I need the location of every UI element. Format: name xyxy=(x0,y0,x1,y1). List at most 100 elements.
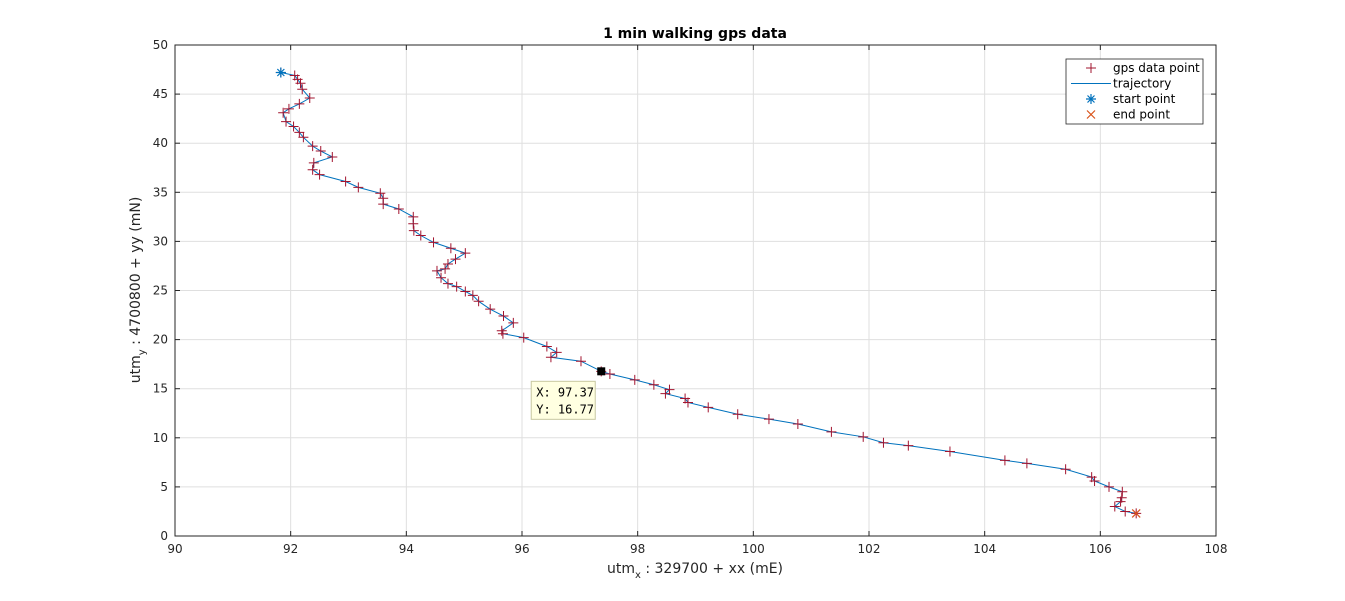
end-point xyxy=(1131,508,1141,518)
legend-label: end point xyxy=(1113,108,1170,122)
gps-data-point xyxy=(473,296,484,307)
gps-data-point xyxy=(545,352,556,363)
legend-label: trajectory xyxy=(1113,77,1171,91)
gps-data-point xyxy=(660,388,671,399)
gps-data-point xyxy=(294,98,305,109)
gps-data-point xyxy=(575,356,586,367)
gps-data-point xyxy=(1089,476,1100,487)
gps-data-point xyxy=(518,332,529,343)
gps-data-point xyxy=(460,286,471,297)
x-axis-label: utmx : 329700 + xx (mE) xyxy=(607,561,783,581)
data-tip-x-text: X: 97.37 xyxy=(536,385,594,399)
x-axis-ticks: 90 92 94 96 98 100 102 104 106 108 xyxy=(167,45,1227,556)
gps-data-point xyxy=(498,311,509,322)
gps-data-point xyxy=(648,379,659,390)
gps-data-point xyxy=(278,107,289,118)
y-tick-label: 20 xyxy=(153,333,168,347)
gps-data-point xyxy=(1109,501,1120,512)
gps-data-point xyxy=(508,317,519,328)
x-tick-label: 94 xyxy=(399,542,414,556)
gps-data-point xyxy=(283,103,294,114)
gps-data-point xyxy=(297,84,308,95)
legend-symbol-start xyxy=(1086,94,1096,104)
gps-data-point xyxy=(682,397,693,408)
gps-data-point xyxy=(792,419,803,430)
gps-data-point xyxy=(460,248,471,259)
gps-data-point xyxy=(703,402,714,413)
x-tick-label: 92 xyxy=(283,542,298,556)
gps-data-point xyxy=(298,132,309,143)
data-tip-box xyxy=(530,380,596,420)
data-tip-marker[interactable] xyxy=(597,367,606,376)
legend-label: gps data point xyxy=(1113,61,1200,75)
x-axis-label-main: utm xyxy=(607,561,635,577)
gps-data-point xyxy=(314,169,325,180)
x-axis-label-rest: : 329700 + xx (mE) xyxy=(641,561,783,577)
gps-data-point xyxy=(445,243,456,254)
gps-data-point xyxy=(1104,481,1115,492)
y-axis-ticks: 0 5 10 15 20 25 30 35 40 45 50 xyxy=(153,38,1216,543)
data-tip-y-text: Y: 16.77 xyxy=(536,402,594,416)
y-tick-label: 10 xyxy=(153,431,168,445)
start-end-points xyxy=(275,67,1141,518)
y-axis-label-sub: y xyxy=(137,349,148,355)
gps-data-point xyxy=(440,263,451,274)
x-tick-label: 100 xyxy=(742,542,765,556)
gps-data-point xyxy=(304,93,315,104)
y-tick-label: 50 xyxy=(153,38,168,52)
x-tick-label: 96 xyxy=(514,542,529,556)
gps-data-point xyxy=(1117,486,1128,497)
start-point xyxy=(275,67,286,78)
gps-data-point xyxy=(428,237,439,248)
gps-data-point xyxy=(393,203,404,214)
gps-data-point xyxy=(294,127,305,138)
gps-data-point xyxy=(826,426,837,437)
gps-data-point xyxy=(1120,506,1131,517)
gps-data-point xyxy=(485,304,496,315)
gps-data-point xyxy=(903,440,914,451)
gps-data-point xyxy=(436,272,447,283)
y-tick-label: 30 xyxy=(153,234,168,248)
gps-data-point xyxy=(604,368,615,379)
y-tick-label: 40 xyxy=(153,136,168,150)
gps-data-point xyxy=(378,199,389,210)
gps-data-point xyxy=(1021,458,1032,469)
gps-data-point xyxy=(327,151,338,162)
y-tick-label: 45 xyxy=(153,87,168,101)
gps-data-point xyxy=(451,281,462,292)
gps-data-point xyxy=(431,265,442,276)
gps-data-point xyxy=(288,121,299,132)
x-tick-label: 108 xyxy=(1205,542,1228,556)
gps-data-point xyxy=(467,290,478,301)
gps-data-point xyxy=(295,78,306,89)
legend-symbol-gps xyxy=(1086,63,1096,73)
gps-data-point xyxy=(415,230,426,241)
x-tick-label: 106 xyxy=(1089,542,1112,556)
gps-data-point xyxy=(1060,464,1071,475)
gps-data-point xyxy=(732,409,743,420)
y-tick-label: 35 xyxy=(153,185,168,199)
gps-data-point xyxy=(541,341,552,352)
legend-symbol-end xyxy=(1086,110,1096,119)
gps-data-point xyxy=(944,446,955,457)
data-tip[interactable]: X: 97.37 Y: 16.77 xyxy=(530,367,606,420)
gps-data-point xyxy=(763,414,774,425)
axes-box xyxy=(174,44,1217,537)
gps-data-point xyxy=(408,225,419,236)
gps-data-point xyxy=(353,182,364,193)
x-tick-label: 104 xyxy=(973,542,996,556)
x-axis-label-sub: x xyxy=(635,570,641,581)
gps-data-point xyxy=(551,347,562,358)
x-tick-label: 102 xyxy=(858,542,881,556)
y-tick-label: 5 xyxy=(160,480,168,494)
x-tick-label: 90 xyxy=(167,542,182,556)
gps-data-point xyxy=(315,146,326,157)
y-tick-label: 25 xyxy=(153,284,168,298)
gps-data-point xyxy=(664,384,675,395)
gps-data-point xyxy=(340,176,351,187)
gps-data-point xyxy=(442,278,453,289)
y-tick-label: 0 xyxy=(160,529,168,543)
